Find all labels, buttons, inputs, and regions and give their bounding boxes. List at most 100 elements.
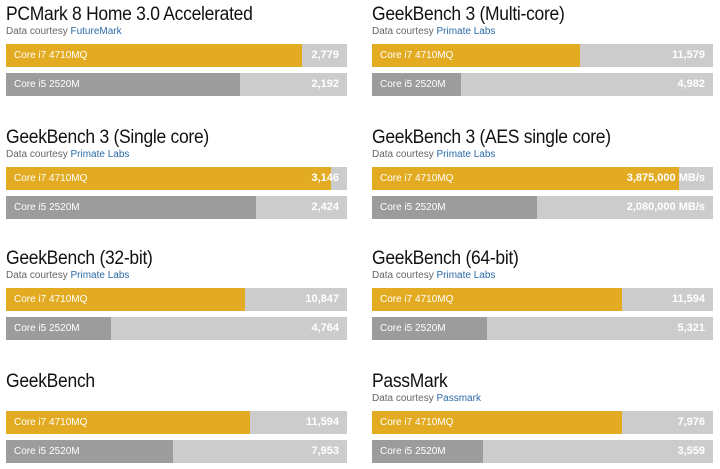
bar-core-i5-2520m	[372, 317, 487, 340]
chart-panel-geekbench-3-single-core: GeekBench 3 (Single core) Data courtesy P…	[6, 127, 347, 225]
chart-panel-geekbench-32-bit: GeekBench (32-bit) Data courtesy Primate …	[6, 248, 347, 346]
bar-value-label: 2,424	[311, 201, 339, 213]
data-source-link[interactable]: Primate Labs	[436, 26, 496, 37]
bar-core-i5-2520m	[372, 440, 483, 463]
bar-core-i7-4710mq	[372, 411, 622, 434]
bar-value-label: 11,594	[305, 416, 339, 428]
bar-core-i7-4710mq	[372, 167, 679, 190]
bar-value-label: 7,953	[311, 445, 339, 457]
bar-track: Core i7 4710MQ 3,875,000 MB/s	[372, 167, 713, 190]
bar-track: Core i7 4710MQ 11,579	[372, 44, 713, 67]
bar-track: Core i7 4710MQ 10,847	[6, 288, 347, 311]
data-source-link[interactable]: Passmark	[436, 393, 481, 404]
bar-value-label: 2,779	[311, 49, 339, 61]
bar-track: Core i5 2520M 2,080,000 MB/s	[372, 196, 713, 219]
bar-core-i7-4710mq	[6, 44, 302, 67]
bar-value-label: 11,594	[671, 293, 705, 305]
bar-value-label: 3,875,000 MB/s	[626, 172, 705, 184]
bar-core-i5-2520m	[372, 73, 461, 96]
bar-core-i7-4710mq	[372, 44, 580, 67]
data-source-link[interactable]: Primate Labs	[436, 270, 496, 281]
bar-core-i5-2520m	[372, 196, 537, 219]
bar-category-label: Core i7 4710MQ	[14, 50, 88, 61]
data-source-link[interactable]: Primate Labs	[70, 270, 130, 281]
data-courtesy-prefix: Data courtesy	[6, 26, 68, 37]
data-courtesy: Data courtesy Passmark	[372, 393, 713, 405]
bar-category-label: Core i7 4710MQ	[380, 50, 454, 61]
data-courtesy: Data courtesy Primate Labs	[372, 149, 713, 161]
bar-core-i7-4710mq	[372, 288, 622, 311]
bar-category-label: Core i5 2520M	[380, 446, 446, 457]
bar-track: Core i7 4710MQ 7,976	[372, 411, 713, 434]
bar-category-label: Core i5 2520M	[380, 79, 446, 90]
chart-title: GeekBench (64-bit)	[372, 248, 519, 269]
chart-panel-geekbench-3-aes-single-core: GeekBench 3 (AES single core) Data courte…	[372, 127, 713, 225]
bar-core-i5-2520m	[6, 73, 240, 96]
data-source-link[interactable]: Primate Labs	[436, 149, 496, 160]
bar-category-label: Core i5 2520M	[14, 446, 80, 457]
bar-core-i7-4710mq	[6, 288, 245, 311]
bar-core-i5-2520m	[6, 317, 111, 340]
data-courtesy: Data courtesy Primate Labs	[372, 270, 713, 282]
chart-title: PCMark 8 Home 3.0 Accelerated	[6, 4, 253, 25]
bar-value-label: 7,976	[677, 416, 705, 428]
bar-category-label: Core i5 2520M	[14, 323, 80, 334]
bar-track: Core i5 2520M 5,321	[372, 317, 713, 340]
chart-title: GeekBench	[6, 371, 95, 392]
data-courtesy: Data courtesy FutureMark	[6, 26, 347, 38]
chart-title: PassMark	[372, 371, 448, 392]
data-courtesy: Data courtesy Primate Labs	[6, 149, 347, 161]
bar-track: Core i5 2520M 4,764	[6, 317, 347, 340]
chart-panel-geekbench-3-multi-core: GeekBench 3 (Multi-core) Data courtesy Pr…	[372, 4, 713, 102]
bar-core-i7-4710mq	[6, 411, 250, 434]
data-courtesy: Data courtesy Primate Labs	[372, 26, 713, 38]
bar-category-label: Core i5 2520M	[380, 202, 446, 213]
bar-category-label: Core i7 4710MQ	[380, 173, 454, 184]
bar-category-label: Core i5 2520M	[14, 79, 80, 90]
bar-track: Core i5 2520M 3,559	[372, 440, 713, 463]
chart-panel-pcmark-8-home-3-0-accelerated: PCMark 8 Home 3.0 Accelerated Data courte…	[6, 4, 347, 102]
data-courtesy: Data courtesy Primate Labs	[6, 270, 347, 282]
chart-title: GeekBench 3 (Multi-core)	[372, 4, 565, 25]
data-courtesy-prefix: Data courtesy	[372, 26, 434, 37]
bar-track: Core i5 2520M 7,953	[6, 440, 347, 463]
bar-core-i7-4710mq	[6, 167, 331, 190]
bar-core-i5-2520m	[6, 196, 256, 219]
bar-track: Core i7 4710MQ 3,146	[6, 167, 347, 190]
bar-track: Core i7 4710MQ 11,594	[372, 288, 713, 311]
bar-category-label: Core i7 4710MQ	[380, 417, 454, 428]
bar-category-label: Core i7 4710MQ	[14, 294, 88, 305]
chart-title: GeekBench 3 (AES single core)	[372, 127, 611, 148]
data-courtesy-prefix: Data courtesy	[372, 149, 434, 160]
bar-value-label: 2,080,000 MB/s	[626, 201, 705, 213]
bar-track: Core i5 2520M 2,192	[6, 73, 347, 96]
bar-category-label: Core i5 2520M	[380, 323, 446, 334]
bar-category-label: Core i7 4710MQ	[14, 417, 88, 428]
bar-value-label: 10,847	[305, 293, 339, 305]
chart-panel-passmark: PassMark Data courtesy Passmark Core i7 47…	[372, 371, 713, 469]
data-courtesy	[6, 393, 347, 405]
data-courtesy-prefix: Data courtesy	[6, 149, 68, 160]
chart-panel-geekbench-64-bit: GeekBench (64-bit) Data courtesy Primate …	[372, 248, 713, 346]
bar-value-label: 5,321	[677, 322, 705, 334]
bar-category-label: Core i7 4710MQ	[380, 294, 454, 305]
chart-title: GeekBench (32-bit)	[6, 248, 153, 269]
bar-category-label: Core i5 2520M	[14, 202, 80, 213]
bar-value-label: 4,764	[311, 322, 339, 334]
bar-value-label: 3,559	[677, 445, 705, 457]
data-source-link[interactable]: FutureMark	[70, 26, 122, 37]
chart-panel-geekbench: GeekBench Core i7 4710MQ 11,594 Core i5 252…	[6, 371, 347, 469]
bar-track: Core i7 4710MQ 11,594	[6, 411, 347, 434]
data-courtesy-prefix: Data courtesy	[6, 270, 68, 281]
data-courtesy-prefix: Data courtesy	[372, 393, 434, 404]
bar-value-label: 3,146	[311, 172, 339, 184]
data-courtesy-prefix: Data courtesy	[372, 270, 434, 281]
data-source-link[interactable]: Primate Labs	[70, 149, 130, 160]
bar-category-label: Core i7 4710MQ	[14, 173, 88, 184]
chart-title: GeekBench 3 (Single core)	[6, 127, 209, 148]
bar-value-label: 11,579	[671, 49, 705, 61]
bar-value-label: 4,982	[677, 78, 705, 90]
bar-track: Core i5 2520M 2,424	[6, 196, 347, 219]
bar-core-i5-2520m	[6, 440, 173, 463]
bar-track: Core i5 2520M 4,982	[372, 73, 713, 96]
